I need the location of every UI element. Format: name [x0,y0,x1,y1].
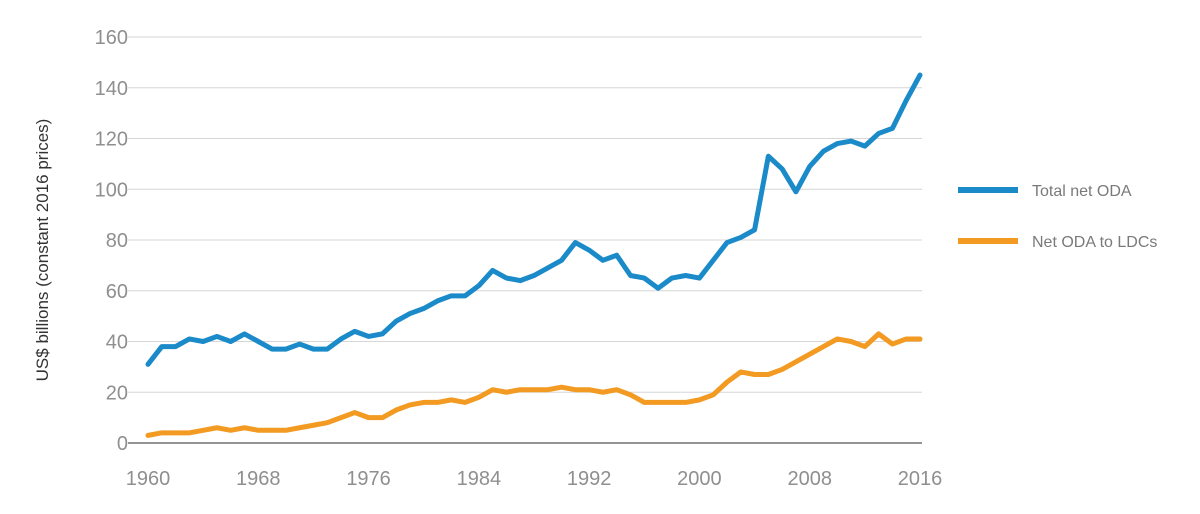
legend-label: Net ODA to LDCs [1032,234,1157,251]
y-tick-label: 0 [117,433,128,455]
y-tick-label: 140 [95,78,128,100]
x-tick-label: 1984 [457,468,502,490]
gridlines [128,36,922,393]
series-line-net-oda-to-ldcs [145,331,923,438]
y-tick-label: 40 [106,332,128,354]
y-tick-label: 20 [106,382,128,404]
x-tick-label: 2008 [787,468,832,490]
y-tick-label: 60 [106,281,128,303]
x-tick-label: 1992 [567,468,612,490]
x-tick-label: 2016 [898,468,943,490]
x-tick-label: 1968 [236,468,281,490]
x-tick-label: 1976 [346,468,391,490]
legend-label: Total net ODA [1032,183,1132,200]
x-tick-label: 2000 [677,468,722,490]
y-tick-label: 160 [95,27,128,49]
series-line-total-net-oda [145,72,923,367]
x-tick-label: 1960 [126,468,171,490]
y-tick-label: 80 [106,230,128,252]
y-tick-label: 100 [95,179,128,201]
y-tick-labels: 0 20 40 60 80 100 120 140 160 [95,27,128,455]
series-lines [145,72,923,438]
y-axis-label: US$ billions (constant 2016 prices) [33,119,52,382]
legend: Total net ODA Net ODA to LDCs [958,183,1157,251]
x-tick-labels: 1960 1968 1976 1984 1992 2000 2008 2016 [126,468,943,490]
y-tick-label: 120 [95,129,128,151]
